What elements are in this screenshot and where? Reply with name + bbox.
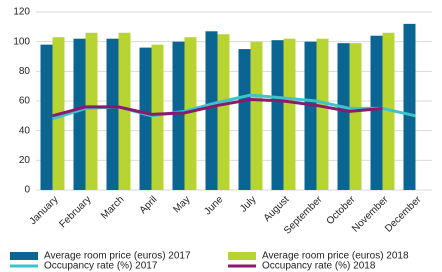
bar: [151, 44, 164, 191]
bar: [172, 41, 185, 190]
x-tick-label: May: [171, 194, 192, 215]
bar: [316, 38, 329, 191]
line: [52, 98, 383, 118]
y-tick-label: 60: [19, 96, 31, 107]
x-tick-label: August: [262, 194, 292, 224]
bar: [85, 32, 98, 191]
bar: [403, 23, 416, 190]
x-tick-label: July: [238, 194, 258, 214]
x-tick-label: February: [57, 194, 93, 230]
bar: [217, 34, 230, 190]
bar: [271, 40, 284, 190]
bar: [205, 31, 218, 191]
x-tick-label: December: [383, 194, 424, 235]
x-tick-label: October: [325, 194, 358, 227]
bar: [106, 38, 119, 191]
bar: [250, 41, 263, 190]
bar: [370, 35, 383, 190]
bar: [382, 32, 395, 191]
y-tick-label: 120: [13, 7, 30, 18]
y-tick-label: 100: [13, 36, 30, 47]
x-tick-label: March: [99, 194, 126, 221]
legend-label: Occupancy rate (%) 2018: [262, 261, 376, 272]
bar: [283, 38, 296, 191]
y-tick-label: 0: [24, 185, 30, 196]
x-tick-label: April: [138, 194, 160, 216]
y-tick-label: 20: [19, 155, 31, 166]
y-tick-label: 80: [19, 66, 31, 77]
bar: [40, 44, 53, 191]
bar: [73, 38, 86, 191]
y-tick-label: 40: [19, 125, 31, 136]
legend-label: Average room price (euros) 2018: [262, 251, 409, 262]
legend-swatch: [228, 252, 256, 260]
bar: [139, 47, 152, 190]
bar: [238, 49, 251, 191]
bar: [304, 41, 317, 190]
bar: [337, 43, 350, 191]
bar: [184, 37, 197, 190]
legend-swatch: [10, 252, 38, 260]
bar: [349, 43, 362, 191]
x-tick-label: June: [202, 194, 225, 217]
x-tick-label: January: [28, 194, 61, 227]
legend-label: Average room price (euros) 2017: [44, 251, 191, 262]
legend-label: Occupancy rate (%) 2017: [44, 261, 158, 272]
bar: [118, 32, 131, 191]
